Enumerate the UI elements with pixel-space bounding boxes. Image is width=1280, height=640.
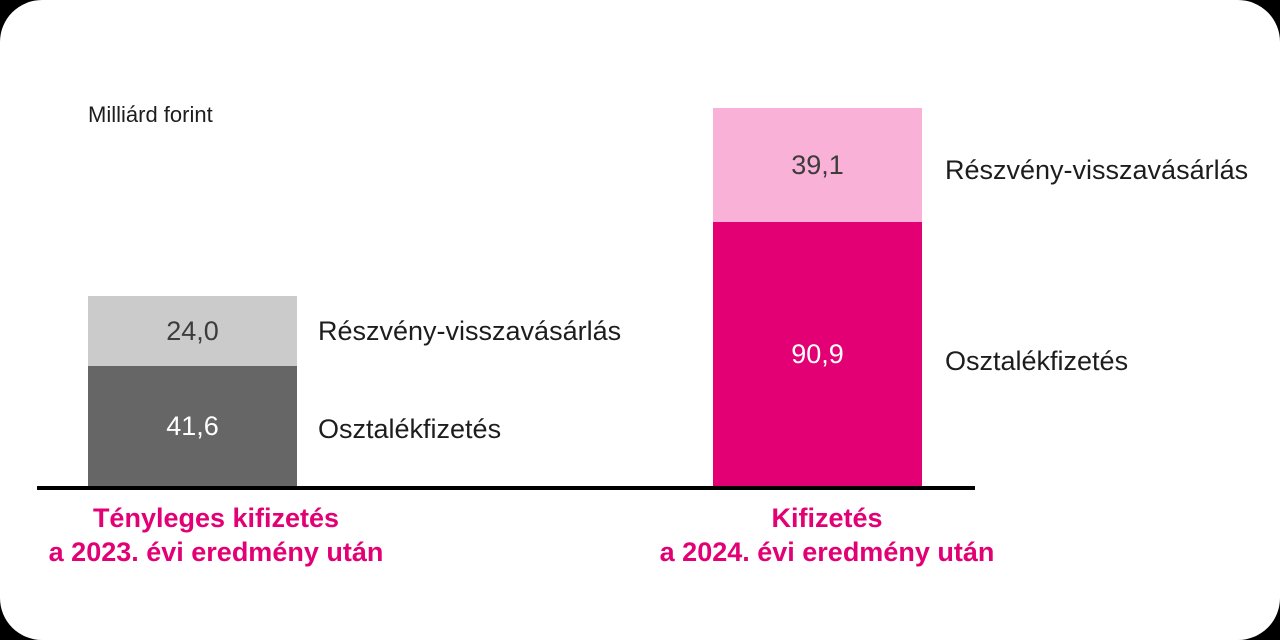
category-label-2023: Tényleges kifizetés a 2023. évi eredmény… bbox=[0, 501, 432, 569]
value-buyback-2024: 39,1 bbox=[791, 149, 844, 180]
bar-2024: 39,1 90,9 bbox=[713, 108, 922, 487]
value-dividend-2024: 90,9 bbox=[791, 339, 844, 369]
category-label-2024: Kifizetés a 2024. évi eredmény után bbox=[611, 501, 1043, 569]
unit-label: Milliárd forint bbox=[88, 102, 213, 127]
category-label-2023-line2: a 2023. évi eredmény után bbox=[48, 537, 384, 567]
value-dividend-2023: 41,6 bbox=[166, 411, 219, 441]
label-buyback-2023: Részvény-visszavásárlás bbox=[318, 316, 622, 346]
segment-dividend-2024: 90,9 bbox=[713, 222, 922, 487]
category-label-2024-line2: a 2024. évi eredmény után bbox=[659, 537, 995, 567]
segment-dividend-2023: 41,6 bbox=[88, 366, 297, 487]
label-dividend-2023: Osztalékfizetés bbox=[318, 414, 502, 444]
segment-buyback-2024: 39,1 bbox=[713, 108, 922, 222]
label-buyback-2024: Részvény-visszavásárlás bbox=[945, 155, 1249, 185]
label-dividend-2024: Osztalékfizetés bbox=[945, 346, 1129, 376]
category-label-2024-line1: Kifizetés bbox=[771, 503, 883, 533]
category-label-2023-line1: Tényleges kifizetés bbox=[92, 503, 340, 533]
value-buyback-2023: 24,0 bbox=[166, 315, 219, 346]
segment-buyback-2023: 24,0 bbox=[88, 296, 297, 366]
x-axis-line bbox=[37, 486, 975, 490]
bar-2023: 24,0 41,6 bbox=[88, 296, 297, 487]
